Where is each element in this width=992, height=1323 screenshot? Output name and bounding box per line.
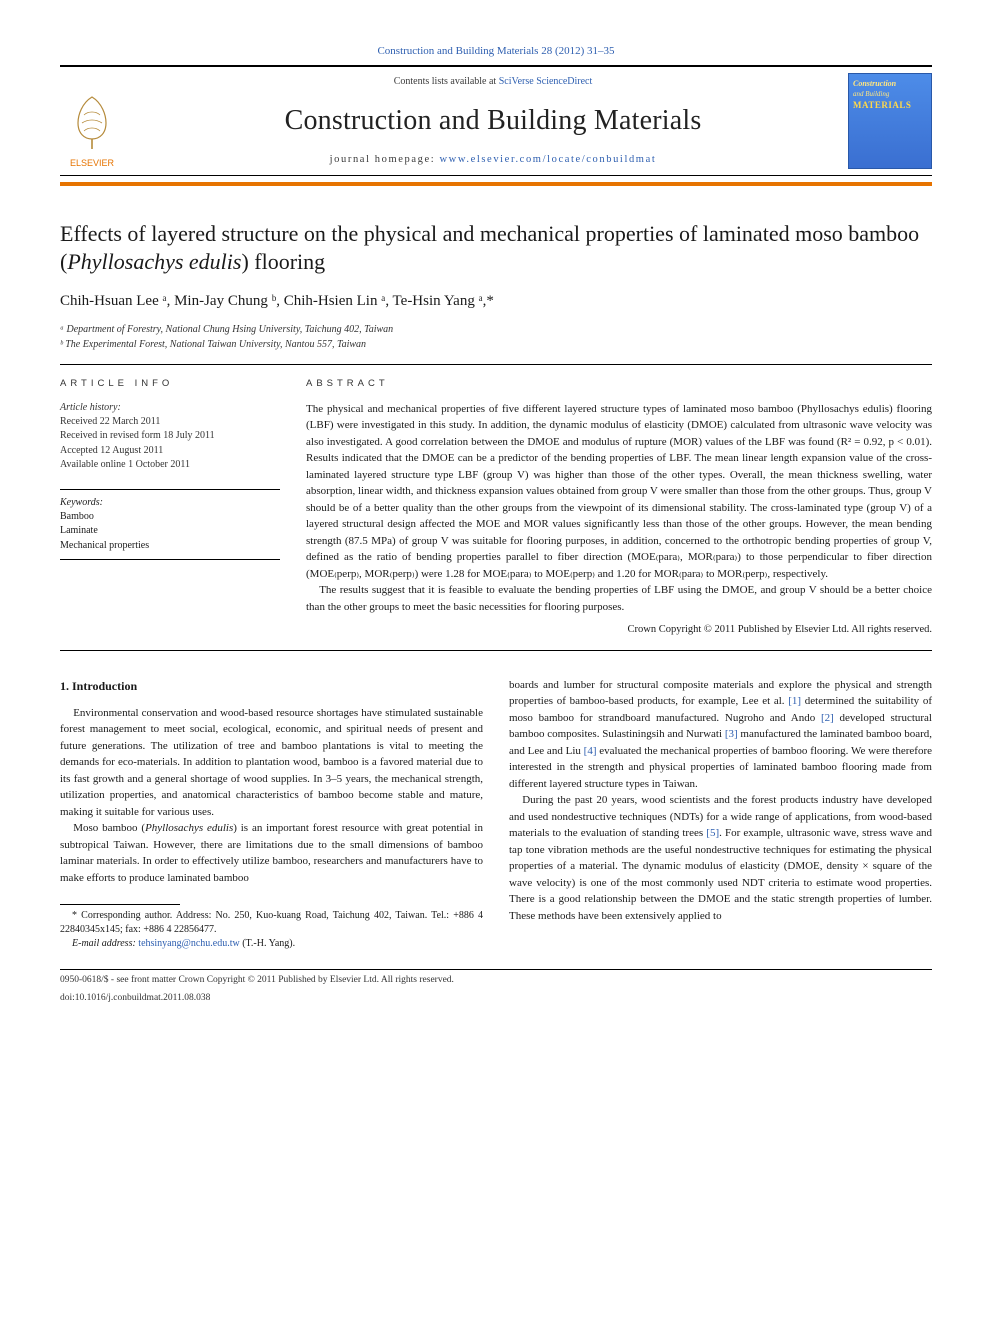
abstract-heading: ABSTRACT	[306, 377, 932, 390]
intro-p1: Environmental conservation and wood-base…	[60, 705, 483, 821]
affiliation-b: ᵇ The Experimental Forest, National Taiw…	[60, 337, 932, 352]
ref-link-2[interactable]: [2]	[821, 712, 834, 724]
journal-homepage: journal homepage: www.elsevier.com/locat…	[330, 153, 657, 168]
history-label: Article history:	[60, 401, 280, 415]
cover-line1: Construction	[853, 78, 927, 89]
affiliation-a: ᵃ Department of Forestry, National Chung…	[60, 322, 932, 337]
keyword: Laminate	[60, 524, 280, 539]
doi-line: doi:10.1016/j.conbuildmat.2011.08.038	[60, 992, 932, 1005]
history-received: Received 22 March 2011	[60, 415, 280, 430]
author-email-link[interactable]: tehsinyang@nchu.edu.tw	[138, 938, 239, 949]
bottom-rule	[60, 969, 932, 970]
publisher-mark: ELSEVIER	[70, 158, 115, 168]
corresponding-author-footnote: * Corresponding author. Address: No. 250…	[60, 909, 483, 937]
header-rule	[60, 182, 932, 186]
elsevier-tree-icon: ELSEVIER	[60, 93, 124, 169]
homepage-link[interactable]: www.elsevier.com/locate/conbuildmat	[440, 154, 657, 165]
history-accepted: Accepted 12 August 2011	[60, 444, 280, 459]
section-1-heading: 1. Introduction	[60, 677, 483, 695]
keyword: Bamboo	[60, 510, 280, 525]
p2-pre: Moso bamboo (	[73, 822, 145, 834]
history-online: Available online 1 October 2011	[60, 458, 280, 473]
keywords-label: Keywords:	[60, 489, 280, 510]
intro-p3: boards and lumber for structural composi…	[509, 677, 932, 793]
contents-prefix: Contents lists available at	[394, 76, 499, 87]
r2-post: . For example, ultrasonic wave, stress w…	[509, 827, 932, 922]
article-info-heading: ARTICLE INFO	[60, 377, 280, 390]
keyword: Mechanical properties	[60, 539, 280, 561]
journal-reference: Construction and Building Materials 28 (…	[60, 44, 932, 59]
title-species: Phyllosachys edulis	[67, 249, 241, 274]
history-revised: Received in revised form 18 July 2011	[60, 429, 280, 444]
p2-species: Phyllosachys edulis	[145, 822, 233, 834]
cover-line2: and Building	[853, 90, 927, 100]
intro-p2: Moso bamboo (Phyllosachys edulis) is an …	[60, 820, 483, 886]
abstract-p1: The physical and mechanical properties o…	[306, 401, 932, 583]
article-title: Effects of layered structure on the phys…	[60, 220, 932, 275]
abstract-body: The physical and mechanical properties o…	[306, 401, 932, 616]
ref-link-5[interactable]: [5]	[706, 827, 719, 839]
intro-p4: During the past 20 years, wood scientist…	[509, 792, 932, 924]
journal-header: ELSEVIER Contents lists available at Sci…	[60, 65, 932, 176]
journal-cover-thumb: Construction and Building MATERIALS	[848, 73, 932, 169]
front-matter-line: 0950-0618/$ - see front matter Crown Cop…	[60, 974, 932, 987]
author-list: Chih-Hsuan Lee ᵃ, Min-Jay Chung ᵇ, Chih-…	[60, 291, 932, 312]
email-label: E-mail address:	[72, 938, 138, 949]
email-footnote: E-mail address: tehsinyang@nchu.edu.tw (…	[60, 937, 483, 951]
publisher-logo: ELSEVIER	[60, 73, 138, 169]
ref-link-4[interactable]: [4]	[584, 745, 597, 757]
homepage-prefix: journal homepage:	[330, 154, 440, 165]
email-suffix: (T.-H. Yang).	[240, 938, 295, 949]
journal-name: Construction and Building Materials	[285, 101, 702, 140]
divider	[60, 364, 932, 365]
title-post: ) flooring	[241, 249, 325, 274]
ref-link-1[interactable]: [1]	[788, 695, 801, 707]
footnote-rule	[60, 904, 180, 905]
abstract-copyright: Crown Copyright © 2011 Published by Else…	[306, 623, 932, 638]
cover-materials: MATERIALS	[853, 99, 927, 112]
sciencedirect-link[interactable]: SciVerse ScienceDirect	[499, 76, 593, 87]
abstract-p2: The results suggest that it is feasible …	[306, 582, 932, 615]
ref-link-3[interactable]: [3]	[725, 728, 738, 740]
contents-list-line: Contents lists available at SciVerse Sci…	[394, 75, 593, 89]
divider	[60, 650, 932, 651]
